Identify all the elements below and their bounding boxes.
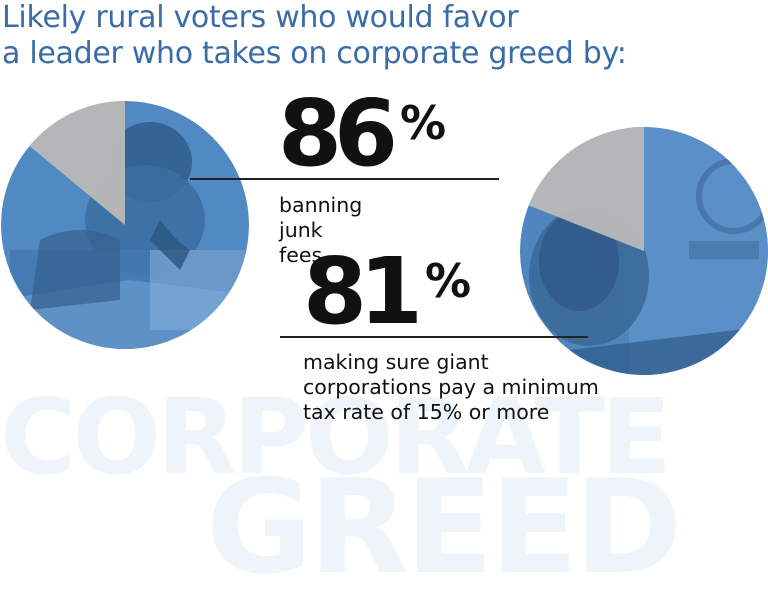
pie-chart-minimum-tax (520, 127, 768, 375)
pie-remainder-photo (29, 101, 125, 225)
title-line-2: a leader who takes on corporate greed by… (2, 36, 627, 71)
stat-value: 81% (303, 246, 471, 338)
pie-remainder-photo (528, 127, 644, 251)
stat-number: 86 (278, 80, 398, 187)
stat-number: 81 (303, 238, 423, 345)
chart-title: Likely rural voters who would favor a le… (2, 0, 627, 72)
stat-label: banning junk fees (279, 193, 363, 267)
stat-divider (190, 178, 499, 180)
pie-chart-junk-fees (1, 101, 249, 349)
stat-value: 86% (278, 88, 446, 180)
stat-label: making sure giant corporations pay a min… (303, 350, 599, 424)
title-line-1: Likely rural voters who would favor (2, 0, 519, 35)
stat-divider (280, 336, 588, 338)
stat-unit: % (400, 96, 447, 150)
watermark-greed: GREED (206, 451, 682, 603)
watermark-corporate: CORPORATE (0, 376, 672, 498)
stat-unit: % (425, 254, 472, 308)
